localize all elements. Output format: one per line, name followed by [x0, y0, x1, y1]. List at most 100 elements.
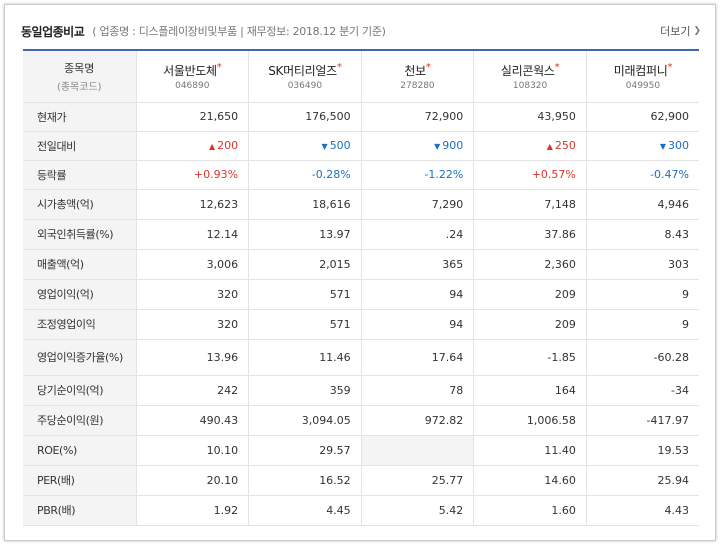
row-label: 등락률 [23, 160, 137, 190]
value-cell: 78 [361, 375, 475, 406]
value-cell: 9 [586, 309, 699, 340]
value-cell: 2,015 [248, 249, 362, 280]
value-cell: 303 [586, 249, 699, 280]
panel-title: 동일업종비교 [21, 24, 85, 39]
value-cell: ▼ 300 [586, 131, 699, 161]
company-header[interactable]: 천보* 278280 [361, 50, 475, 103]
value-cell: 12.14 [136, 219, 250, 250]
value-cell: -0.28% [248, 160, 362, 190]
corner-sublabel: (종목코드) [56, 81, 102, 93]
table-row: 매출액(억) 3,006 2,015 365 2,360 303 [23, 249, 699, 280]
value-cell: -1.85 [473, 339, 587, 376]
company-header[interactable]: 서울반도체* 046890 [136, 50, 250, 103]
company-name[interactable]: SK머티리얼즈* [268, 61, 342, 78]
company-header[interactable]: SK머티리얼즈* 036490 [248, 50, 362, 103]
value-cell: 94 [361, 279, 475, 310]
chevron-right-icon: ❯ [693, 26, 701, 36]
star-icon: * [667, 61, 673, 73]
corner-label: 종목명 [64, 61, 95, 75]
arrow-down-icon: ▼ [659, 142, 666, 151]
table-row: 시가총액(억) 12,623 18,616 7,290 7,148 4,946 [23, 189, 699, 220]
value-cell: 43,950 [473, 102, 587, 132]
comparison-panel: 동일업종비교 ( 업종명 : 디스플레이장비및부품 | 재무정보: 2018.1… [4, 4, 716, 541]
value-cell: -1.22% [361, 160, 475, 190]
value-cell: 972.82 [361, 405, 475, 436]
row-label: 외국인취득률(%) [23, 219, 137, 250]
value-cell: 12,623 [136, 189, 250, 220]
star-icon: * [425, 61, 431, 73]
value-cell: 490.43 [136, 405, 250, 436]
more-label: 더보기 [660, 25, 691, 38]
value-cell: 29.57 [248, 435, 362, 466]
value-cell: ▼ 500 [248, 131, 362, 161]
value-cell: 1,006.58 [473, 405, 587, 436]
value-cell: 571 [248, 309, 362, 340]
value-cell: 242 [136, 375, 250, 406]
value-cell: -34 [586, 375, 699, 406]
value-cell: 3,094.05 [248, 405, 362, 436]
value-cell: 14.60 [473, 465, 587, 496]
arrow-down-icon: ▼ [321, 142, 328, 151]
value-cell: 7,290 [361, 189, 475, 220]
arrow-down-icon: ▼ [434, 142, 441, 151]
more-link[interactable]: 더보기 ❯ [660, 23, 701, 39]
row-label: 시가총액(억) [23, 189, 137, 220]
company-name[interactable]: 천보* [404, 61, 431, 78]
value-cell: 62,900 [586, 102, 699, 132]
row-label: PBR(배) [23, 495, 137, 526]
table-row: ROE(%) 10.10 29.57 11.40 19.53 [23, 435, 699, 466]
value-cell: .24 [361, 219, 475, 250]
company-header[interactable]: 미래컴퍼니* 049950 [586, 50, 699, 103]
value-cell: 37.86 [473, 219, 587, 250]
table-row: PER(배) 20.10 16.52 25.77 14.60 25.94 [23, 465, 699, 496]
value-cell: 11.40 [473, 435, 587, 466]
value-cell: 4.43 [586, 495, 699, 526]
value-text: 900 [442, 139, 464, 152]
value-cell: 359 [248, 375, 362, 406]
company-name[interactable]: 서울반도체* [163, 61, 222, 78]
company-header[interactable]: 실리콘웍스* 108320 [473, 50, 587, 103]
value-cell: ▼ 900 [361, 131, 475, 161]
company-code: 108320 [512, 80, 548, 91]
value-cell: 320 [136, 279, 250, 310]
corner-cell: 종목명 (종목코드) [23, 50, 137, 103]
value-text: 250 [554, 139, 576, 152]
company-code: 036490 [287, 80, 323, 91]
table-row: 당기순이익(억) 242 359 78 164 -34 [23, 375, 699, 406]
value-cell: ▲ 250 [473, 131, 587, 161]
value-text: +0.57% [531, 168, 576, 181]
row-label: 영업이익증가율(%) [23, 339, 137, 376]
row-label: 매출액(억) [23, 249, 137, 280]
value-text: -1.22% [424, 168, 464, 181]
value-cell: 17.64 [361, 339, 475, 376]
star-icon: * [336, 61, 342, 73]
value-cell: 72,900 [361, 102, 475, 132]
value-cell: 320 [136, 309, 250, 340]
value-cell: 209 [473, 309, 587, 340]
value-text: 300 [668, 139, 689, 152]
table-row: PBR(배) 1.92 4.45 5.42 1.60 4.43 [23, 495, 699, 526]
value-cell: 25.77 [361, 465, 475, 496]
panel-subtitle: ( 업종명 : 디스플레이장비및부품 | 재무정보: 2018.12 분기 기준… [92, 25, 386, 38]
star-icon: * [554, 61, 560, 73]
value-cell: 9 [586, 279, 699, 310]
panel-header: 동일업종비교 ( 업종명 : 디스플레이장비및부품 | 재무정보: 2018.1… [21, 21, 701, 41]
company-code: 046890 [175, 80, 210, 91]
value-cell: 21,650 [136, 102, 250, 132]
value-cell: 10.10 [136, 435, 250, 466]
value-cell: +0.57% [473, 160, 587, 190]
value-cell: 25.94 [586, 465, 699, 496]
value-cell: 16.52 [248, 465, 362, 496]
company-name[interactable]: 미래컴퍼니* [613, 61, 673, 78]
value-cell: 2,360 [473, 249, 587, 280]
star-icon: * [216, 61, 222, 73]
value-cell [361, 435, 475, 466]
table-row: 현재가 21,650 176,500 72,900 43,950 62,900 [23, 102, 699, 132]
value-cell: 5.42 [361, 495, 475, 526]
value-text: 500 [329, 139, 351, 152]
company-name[interactable]: 실리콘웍스* [500, 61, 560, 78]
value-cell: 3,006 [136, 249, 250, 280]
company-code: 278280 [400, 80, 435, 91]
arrow-up-icon: ▲ [546, 142, 553, 151]
value-cell: 209 [473, 279, 587, 310]
